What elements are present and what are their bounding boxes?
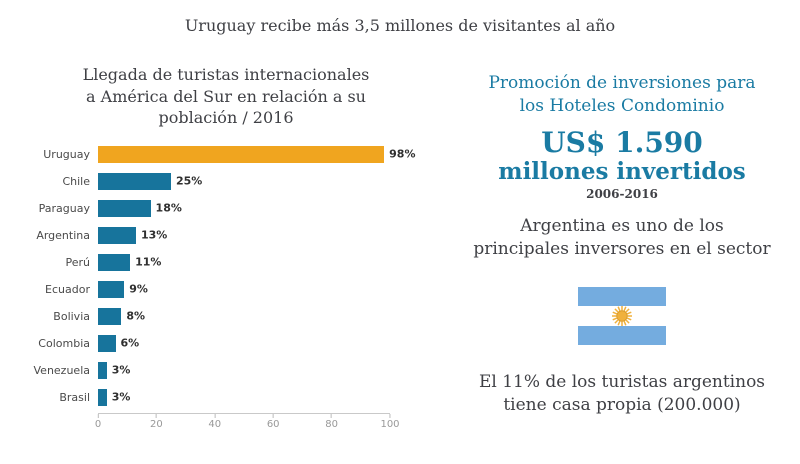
investment-panel: Promoción de inversiones para los Hotele… [452, 72, 792, 417]
x-tick-label: 100 [380, 418, 400, 430]
bar-track: 11% [98, 253, 390, 271]
chart-title-line: población / 2016 [158, 108, 294, 128]
chart-row: Venezuela 3% [8, 357, 444, 384]
bar-track: 98% [98, 145, 416, 163]
chart-row: Brasil 3% [8, 384, 444, 411]
x-tick-mark [97, 413, 99, 418]
x-tick-label: 0 [94, 418, 102, 430]
promo-title: Promoción de inversiones para los Hotele… [452, 72, 792, 118]
x-tick-label: 20 [150, 418, 163, 430]
argentina-note-line: principales inversores en el sector [473, 238, 771, 259]
page-title: Uruguay recibe más 3,5 millones de visit… [184, 16, 616, 35]
x-tick-label: 80 [325, 418, 338, 430]
promo-title-line: los Hoteles Condominio [519, 95, 725, 116]
x-axis: 0 20 40 60 80 100 [94, 412, 400, 436]
x-tick-mark [389, 413, 391, 418]
bar-value: 3% [111, 390, 131, 404]
chart-row: Uruguay 98% [8, 141, 444, 168]
chart-rows: Uruguay 98% Chile 25% Paraguay 18% Argentina 13… [8, 141, 444, 411]
x-tick-mark [155, 413, 157, 418]
bar-value: 8% [126, 309, 146, 323]
bar-track: 9% [98, 280, 390, 298]
bar-value: 13% [140, 228, 168, 242]
chart-row: Colombia 6% [8, 330, 444, 357]
bar-value: 3% [111, 363, 131, 377]
bar-track: 18% [98, 199, 390, 217]
x-tick: 60 [266, 413, 280, 430]
bar-track: 25% [98, 172, 390, 190]
bar-value: 25% [176, 174, 203, 188]
x-tick-label: 40 [208, 418, 222, 430]
bar-track: 8% [98, 307, 390, 325]
bar [98, 388, 107, 406]
bar [98, 307, 122, 325]
x-tick-label: 60 [266, 418, 280, 430]
chart-row: Paraguay 18% [8, 195, 444, 222]
bar-value: 9% [129, 282, 148, 296]
flag-stripe [578, 325, 666, 345]
bar [98, 334, 116, 352]
bar-value: 6% [120, 336, 140, 350]
x-tick: 0 [94, 413, 102, 430]
x-tick-mark [214, 413, 216, 418]
bar-label: Ecuador [45, 282, 90, 296]
bar-label: Colombia [38, 336, 90, 350]
bar-label: Perú [65, 255, 90, 269]
bar-label: Brasil [59, 390, 90, 404]
bar [98, 253, 131, 271]
x-tick: 40 [208, 413, 222, 430]
x-tick: 20 [150, 413, 163, 430]
bar-value: 11% [135, 255, 162, 269]
bar-track: 3% [98, 361, 390, 379]
bar-label: Uruguay [43, 147, 90, 161]
chart-row: Bolivia 8% [8, 303, 444, 330]
bar-value: 98% [389, 147, 416, 161]
chart-row: Perú 11% [8, 249, 444, 276]
investment-amount-label: millones invertidos [498, 157, 746, 185]
chart-title: Llegada de turistas internacionales a Am… [56, 64, 396, 129]
x-tick: 80 [325, 413, 338, 430]
chart-title-line: a América del Sur en relación a su [86, 86, 366, 106]
chart-title-line: Llegada de turistas internacionales [82, 65, 370, 84]
argentina-note-line: Argentina es uno de los [520, 215, 724, 236]
bar [98, 199, 151, 217]
bar-track: 6% [98, 334, 390, 352]
bar-label: Argentina [36, 228, 90, 242]
tourists-note-line: El 11% de los turistas argentinos [478, 371, 766, 392]
x-tick-mark [331, 413, 333, 418]
investment-stat: US$ 1.590 millones invertidos 2006-2016 [452, 125, 792, 201]
chart-row: Argentina 13% [8, 222, 444, 249]
bar [98, 361, 107, 379]
tourists-note-line: tiene casa propia (200.000) [503, 394, 741, 415]
bar-track: 3% [98, 388, 390, 406]
investment-amount: US$ 1.590 [541, 125, 703, 159]
argentina-note: Argentina es uno de los principales inve… [452, 215, 792, 261]
bar [98, 226, 136, 244]
bar-track: 13% [98, 226, 390, 244]
bar-value: 18% [155, 201, 182, 215]
argentina-flag [578, 286, 666, 345]
bar [98, 172, 171, 190]
bar-label: Paraguay [38, 201, 90, 215]
flag-stripe [578, 286, 666, 307]
bar-label: Chile [62, 174, 90, 188]
x-tick-mark [272, 413, 274, 418]
chart-row: Chile 25% [8, 168, 444, 195]
chart-row: Ecuador 9% [8, 276, 444, 303]
x-tick: 100 [380, 413, 400, 430]
tourists-note: El 11% de los turistas argentinos tiene … [452, 371, 792, 417]
bar [98, 145, 385, 163]
bar [98, 280, 125, 298]
bar-label: Venezuela [33, 363, 91, 377]
sun-of-may-icon [612, 305, 632, 326]
chart-section: Llegada de turistas internacionales a Am… [8, 64, 444, 436]
promo-title-line: Promoción de inversiones para [488, 73, 756, 93]
investment-period: 2006-2016 [586, 186, 658, 201]
bar-chart: Uruguay 98% Chile 25% Paraguay 18% Argentina 13… [8, 141, 444, 436]
bar-label: Bolivia [53, 309, 90, 323]
